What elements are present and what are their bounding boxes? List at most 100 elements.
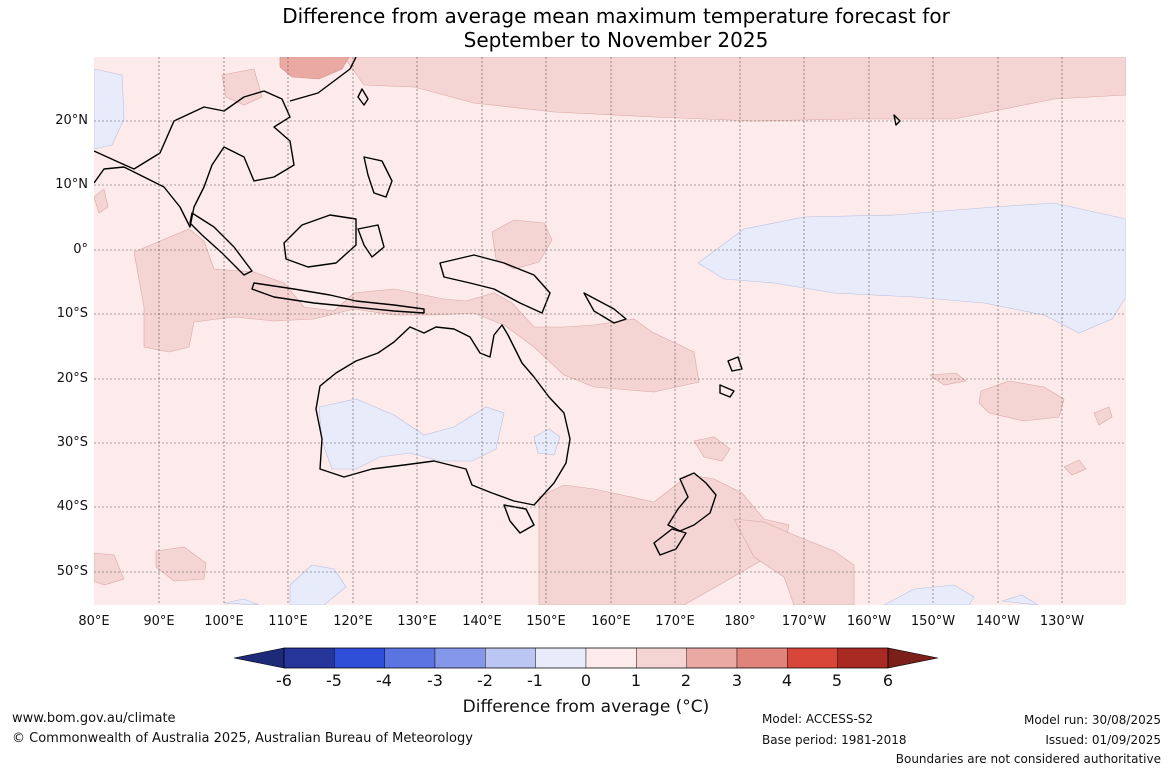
model-run-date: Model run: 30/08/2025 (1023, 713, 1161, 727)
lat-label-20s: 20°S (56, 371, 88, 386)
base-period: Base period: 1981-2018 (762, 733, 907, 747)
colorbar-tick-4: 4 (781, 671, 793, 690)
sumatra-coastline (189, 212, 253, 276)
solomon-islands-coastline (583, 292, 627, 324)
nz-south-island-coastline (653, 528, 687, 556)
colorbar-tick-minus1: -1 (527, 671, 543, 690)
warm-anomaly-regions (93, 56, 1127, 606)
lon-label-100e: 100°E (204, 614, 244, 629)
new-guinea-coastline (439, 254, 551, 314)
lon-label-110e: 110°E (268, 614, 308, 629)
cool-region-western-australia (318, 398, 505, 470)
colorbar-tick-6: 6 (882, 671, 894, 690)
lat-label-10n: 10°N (55, 177, 88, 192)
map-svg (93, 56, 1127, 606)
cool-region-southern-ocean-d (1001, 594, 1039, 606)
colorbar-segment (837, 647, 889, 669)
lat-lon-grid (94, 57, 1126, 605)
warm-region-southern-ocean-b (155, 546, 207, 582)
hot-region-china (279, 56, 350, 80)
colorbar-tick-5: 5 (831, 671, 843, 690)
cool-region-southern-ocean-b (223, 598, 260, 606)
lat-label-50s: 50°S (56, 564, 88, 579)
colorbar-segment (736, 647, 788, 669)
lon-label-150w: 150°W (910, 614, 956, 629)
lat-label-10s: 10°S (56, 306, 88, 321)
lat-label-20n: 20°N (55, 113, 88, 128)
copyright-text: © Commonwealth of Australia 2025, Austra… (12, 731, 473, 746)
model-name: Model: ACCESS-S2 (762, 712, 874, 726)
colorbar-high-extend (887, 647, 938, 669)
australia-coastline (315, 324, 571, 506)
website-link[interactable]: www.bom.gov.au/climate (12, 711, 176, 726)
hawaii-coastline (893, 114, 901, 126)
java-nusa-coastline (251, 282, 425, 314)
coastlines (93, 56, 901, 556)
colorbar-segment (585, 647, 637, 669)
colorbar-segment (636, 647, 687, 669)
warm-region-southern-ocean-west (93, 552, 125, 586)
lon-label-130w: 130°W (1039, 614, 1085, 629)
lon-label-90e: 90°E (143, 614, 175, 629)
tasmania-coastline (503, 504, 535, 534)
lon-label-140w: 140°W (975, 614, 1021, 629)
lon-label-160e: 160°E (591, 614, 631, 629)
colorbar-segment (434, 647, 486, 669)
new-caledonia-coastline (719, 384, 735, 398)
title-line-2: September to November 2025 (463, 28, 769, 52)
warm-region-south-pacific-a (978, 380, 1065, 422)
warm-region-tasman (538, 474, 790, 606)
issued-date: Issued: 01/09/2025 (1045, 733, 1161, 747)
warm-region-maritime (133, 228, 700, 393)
nz-north-island-coastline (667, 472, 717, 532)
lon-label-140e: 140°E (462, 614, 502, 629)
lon-label-120e: 120°E (333, 614, 373, 629)
colorbar-tick-minus3: -3 (427, 671, 443, 690)
warm-region-south-pacific-d (1063, 459, 1087, 476)
lon-label-150e: 150°E (526, 614, 566, 629)
colorbar-label: Difference from average (°C) (462, 697, 710, 717)
china-coastline (289, 56, 357, 102)
colorbar-segment (686, 647, 738, 669)
lat-label-40s: 40°S (56, 499, 88, 514)
philippines-coastline (363, 156, 393, 198)
colorbar-segment (787, 647, 838, 669)
lon-label-160w: 160°W (846, 614, 892, 629)
colorbar-segment (384, 647, 436, 669)
warm-region-indochina (221, 68, 263, 106)
cool-anomaly-regions (93, 68, 1127, 606)
sulawesi-coastline (357, 224, 385, 258)
lon-label-170w: 170°W (781, 614, 827, 629)
warm-region-south-pacific-c (1093, 406, 1113, 426)
colorbar (234, 647, 938, 669)
colorbar-segments (283, 647, 889, 669)
borneo-coastline (283, 214, 357, 268)
warm-region-indian-ocean (93, 188, 109, 214)
colorbar-segment (535, 647, 587, 669)
colorbar-segment (485, 647, 536, 669)
asia-mainland-coastline (93, 90, 295, 228)
lon-label-130e: 130°E (397, 614, 437, 629)
colorbar-tick-0: 0 (580, 671, 592, 690)
warm-region-southwest-pacific (733, 518, 855, 606)
colorbar-segment (334, 647, 385, 669)
colorbar-low-extend (234, 647, 285, 669)
lon-label-170e: 170°E (655, 614, 695, 629)
colorbar-tick-2: 2 (680, 671, 692, 690)
colorbar-segment (283, 647, 335, 669)
colorbar-tick-minus6: -6 (276, 671, 292, 690)
vanuatu-coastline (727, 356, 743, 372)
colorbar-tick-minus2: -2 (477, 671, 493, 690)
cool-region-nsw (533, 428, 561, 456)
taiwan-coastline (357, 88, 369, 106)
warm-region-png (491, 219, 553, 270)
map-title: Difference from average mean maximum tem… (0, 4, 1173, 52)
lon-label-180: 180° (724, 614, 756, 629)
colorbar-tick-1: 1 (630, 671, 642, 690)
colorbar-tick-3: 3 (731, 671, 743, 690)
lon-label-80e: 80°E (78, 614, 110, 629)
lat-label-0: 0° (73, 242, 88, 257)
cool-region-arabian-sea (93, 68, 125, 150)
title-line-1: Difference from average mean maximum tem… (282, 4, 950, 28)
cool-region-equatorial-pacific (697, 202, 1127, 334)
